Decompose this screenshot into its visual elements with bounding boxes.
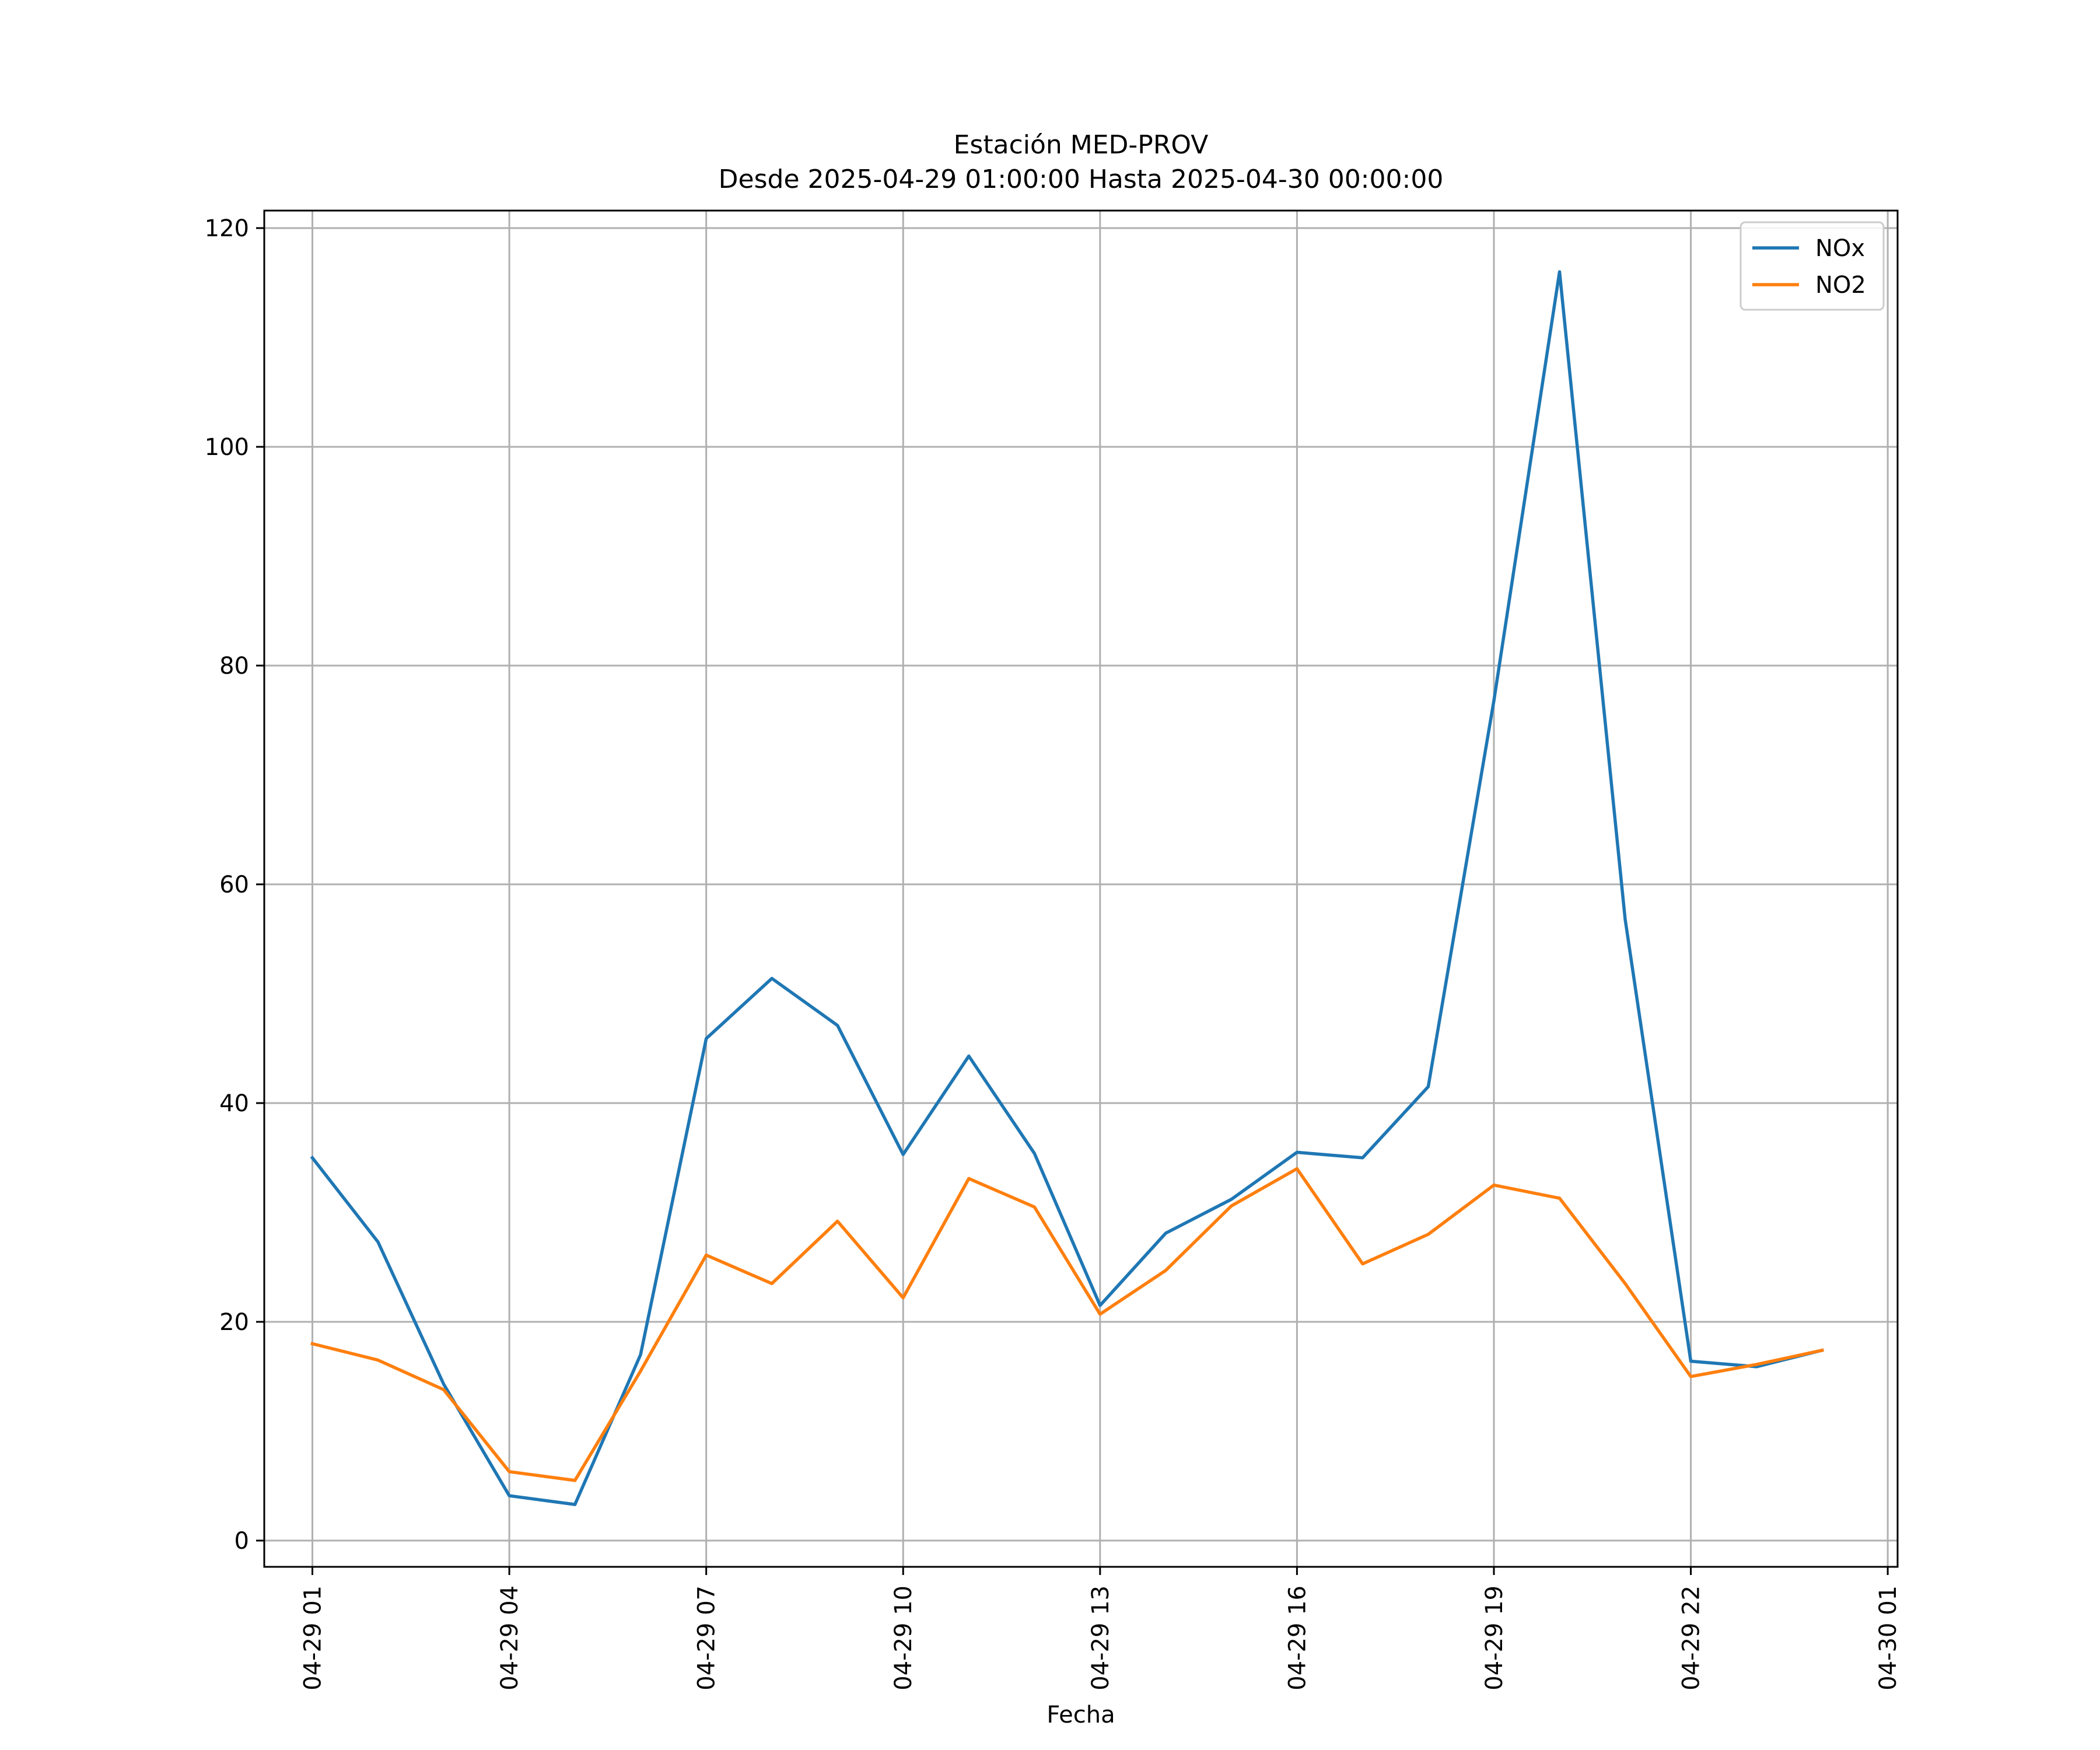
y-tick-label: 40 [219,1090,249,1117]
chart-subtitle: Desde 2025-04-29 01:00:00 Hasta 2025-04-… [719,164,1444,194]
x-tick-label: 04-29 19 [1481,1586,1508,1690]
plot-frame [263,209,1899,1568]
x-axis-label: Fecha [1046,1702,1115,1728]
y-tick-label: 80 [219,653,249,680]
legend: NOx NO2 [1740,221,1885,311]
axis-ticks: 0 20 40 60 80 100 120 04-29 01 04-29 04 04-29 07 0… [205,215,1902,1690]
series-line-nox [310,270,1824,1506]
legend-box [1740,221,1885,311]
grid-lines [264,211,1898,1567]
series-layer [310,270,1824,1506]
x-tick-label: 04-29 04 [496,1586,523,1690]
y-tick-label: 100 [205,434,249,461]
y-tick-label: 0 [235,1528,249,1555]
y-tick-label: 60 [219,872,249,898]
chart-title: Estación MED-PROV [954,130,1209,160]
legend-label-no2: NO2 [1815,272,1866,299]
x-tick-label: 04-29 01 [300,1586,327,1690]
series-line-no2 [310,1167,1824,1482]
y-tick-label: 120 [205,215,249,242]
x-tick-label: 04-29 07 [694,1586,720,1690]
x-tick-label: 04-29 22 [1678,1586,1705,1690]
x-tick-label: 04-30 01 [1875,1586,1902,1690]
x-tick-label: 04-29 13 [1087,1586,1114,1690]
x-tick-label: 04-29 16 [1284,1586,1311,1690]
x-tick-label: 04-29 10 [890,1586,917,1690]
y-tick-label: 20 [219,1309,249,1336]
legend-label-nox: NOx [1815,235,1865,262]
